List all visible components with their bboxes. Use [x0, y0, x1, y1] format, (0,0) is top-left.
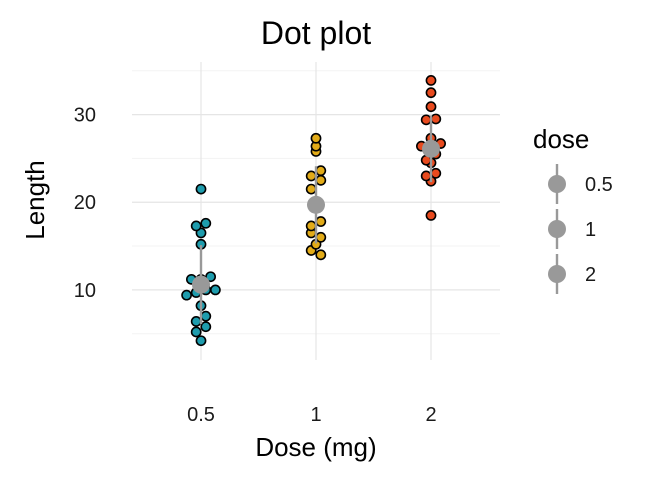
legend: 0.5 1 2: [548, 164, 613, 294]
x-axis-label: Dose (mg): [255, 432, 376, 462]
data-point-dose-2: [425, 101, 437, 113]
data-point-dose-1: [315, 174, 327, 186]
y-tick-label: 10: [74, 280, 96, 302]
data-point-dose-1: [315, 216, 327, 227]
data-point-dose-0_5: [205, 271, 216, 283]
data-point-dose-1: [315, 231, 327, 243]
legend-key-point: [548, 220, 566, 238]
legend-key-point: [548, 265, 566, 283]
legend-label: 1: [585, 219, 596, 241]
x-tick-label: 2: [425, 404, 436, 426]
data-point-dose-2: [430, 113, 442, 125]
data-point-dose-0_5: [190, 326, 202, 338]
plot-area: 10 20 30 0.5 1 2: [74, 62, 500, 426]
legend-label: 2: [585, 264, 596, 286]
data-point-dose-0_5: [209, 284, 221, 296]
summary-mean-point: [307, 195, 325, 214]
data-point-dose-0_5: [195, 183, 207, 195]
data-point-dose-2: [420, 170, 432, 182]
legend-label: 0.5: [585, 174, 613, 196]
data-point-dose-1: [310, 132, 322, 144]
data-point-dose-2: [425, 209, 437, 221]
chart-title: Dot plot: [261, 15, 371, 51]
summary-mean-point: [422, 139, 440, 158]
data-point-dose-1: [305, 183, 317, 195]
data-point-dose-1: [305, 170, 317, 182]
data-point-dose-2: [420, 114, 432, 126]
data-point-dose-2: [425, 87, 437, 99]
data-point-dose-1: [315, 165, 327, 177]
y-tick-label: 20: [74, 192, 96, 214]
y-axis-label: Length: [20, 160, 50, 240]
legend-key-point: [548, 175, 566, 193]
y-tick-label: 30: [74, 105, 96, 127]
data-point-dose-0_5: [200, 321, 212, 333]
data-point-dose-2: [425, 75, 437, 86]
legend-title: dose: [533, 124, 589, 154]
summary-mean-point: [192, 275, 210, 294]
data-point-dose-0_5: [195, 335, 207, 347]
x-tick-label: 1: [310, 404, 321, 426]
data-point-dose-0_5: [200, 217, 212, 229]
data-point-dose-2: [430, 167, 442, 179]
data-point-dose-1: [305, 220, 317, 232]
data-point-dose-0_5: [190, 220, 202, 232]
data-point-dose-0_5: [190, 316, 202, 327]
data-point-dose-0_5: [200, 310, 212, 322]
data-point-dose-1: [315, 249, 327, 261]
data-point-dose-0_5: [181, 289, 192, 301]
x-tick-label: 0.5: [187, 404, 215, 426]
